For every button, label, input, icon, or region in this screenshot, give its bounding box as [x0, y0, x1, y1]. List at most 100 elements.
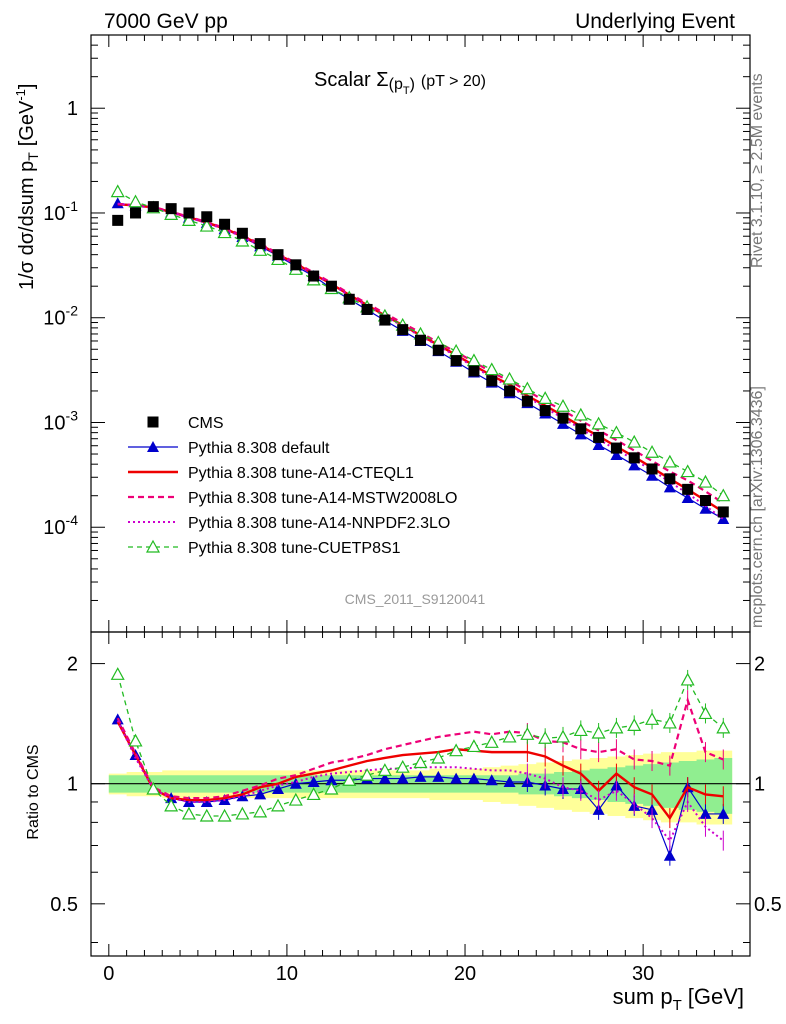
x-tick-label: 20: [454, 963, 476, 985]
ratio-point: [555, 729, 570, 743]
ratio-series-line: [116, 721, 724, 821]
ratio-point: [164, 798, 179, 812]
ratio-point: [484, 735, 499, 748]
main-point: [502, 371, 517, 385]
data-point: [557, 412, 569, 424]
data-point: [521, 395, 533, 407]
data-point: [397, 324, 409, 336]
ratio-point: [200, 795, 213, 807]
legend-label: Pythia 8.308 default: [188, 440, 330, 457]
ratio-point: [467, 772, 480, 784]
ratio-point: [414, 770, 427, 782]
data-point: [147, 201, 159, 213]
ratio-point: [662, 715, 677, 729]
main-y-axis-label: 1/σ dσ/dsum pT[GeV-1]: [13, 84, 41, 290]
main-y-tick-label: 10-3: [43, 407, 78, 434]
legend-marker: [147, 441, 159, 452]
data-point: [112, 214, 124, 226]
ratio-point: [110, 667, 125, 680]
main-point: [253, 243, 268, 256]
legend-label: Pythia 8.308 tune-A14-MSTW2008LO: [188, 490, 457, 507]
data-point: [254, 238, 266, 250]
ratio-point: [645, 712, 660, 725]
main-series: [110, 184, 731, 524]
ratio-point: [538, 730, 553, 744]
main-point: [484, 362, 499, 376]
ratio-point: [217, 808, 232, 822]
ratio-point: [449, 743, 464, 757]
plot-title: Scalar Σ(pT) (pT > 20): [314, 69, 486, 97]
data-point: [325, 280, 337, 292]
x-tick-label: 30: [632, 963, 654, 985]
main-point: [662, 454, 677, 468]
ratio-point: [663, 849, 676, 861]
main-point: [449, 343, 464, 357]
ratio-point: [272, 782, 285, 794]
data-point: [646, 463, 658, 475]
ratio-point: [253, 804, 268, 818]
data-point: [593, 431, 605, 443]
ratio-point: [307, 775, 320, 787]
ratio-point: [289, 777, 302, 789]
data-point: [504, 385, 516, 397]
ratio-point: [716, 720, 731, 734]
main-point: [680, 464, 695, 478]
data-point: [575, 423, 587, 435]
legend-label: Pythia 8.308 tune-A14-NNPDF2.3LO: [188, 515, 450, 532]
main-point: [717, 512, 730, 524]
main-point: [555, 398, 570, 412]
data-point: [539, 405, 551, 417]
ratio-y-axis-label: Ratio to CMS: [25, 744, 42, 839]
main-point: [520, 381, 535, 395]
ratio-point: [503, 775, 516, 787]
ratio-point: [450, 772, 463, 784]
main-point: [610, 448, 623, 460]
main-point: [111, 197, 124, 209]
data-point: [361, 303, 373, 315]
data-point: [610, 442, 622, 454]
ratio-point: [717, 807, 730, 819]
ratio-point: [324, 781, 339, 795]
ratio-point: [199, 808, 214, 822]
main-point: [698, 474, 713, 488]
ratio-point: [236, 790, 249, 802]
data-point: [219, 218, 231, 230]
ratio-panel-frame: [90, 631, 751, 957]
data-point: [450, 355, 462, 367]
data-point: [717, 506, 729, 518]
data-point: [236, 227, 248, 239]
ratio-point: [466, 739, 481, 753]
ratio-point: [680, 672, 695, 686]
data-point: [415, 334, 426, 346]
ratio-point: [485, 774, 498, 786]
data-point: [272, 249, 284, 261]
data-point: [486, 375, 498, 387]
legend-label: Pythia 8.308 tune-A14-CTEQL1: [188, 465, 414, 482]
ratio-point: [627, 718, 642, 732]
x-tick-label: 0: [103, 963, 114, 985]
data-point: [699, 495, 711, 507]
ratio-point: [395, 759, 410, 773]
main-point: [646, 469, 659, 481]
ratio-point: [609, 720, 624, 734]
x-tick-label: 10: [276, 963, 298, 985]
ratio-point: [378, 772, 391, 784]
main-point: [591, 416, 606, 430]
ratio-y-tick-label-right: 1: [754, 774, 765, 796]
ratio-point: [235, 806, 250, 820]
ratio-y-tick-label: 0.5: [50, 894, 78, 916]
ratio-series-line: [117, 674, 724, 817]
main-point: [627, 434, 642, 448]
legend: CMS Pythia 8.308 default Pythia 8.308 tune…: [128, 415, 457, 557]
ratio-point: [360, 768, 375, 781]
data-point: [628, 452, 640, 464]
main-point: [645, 444, 660, 458]
data-point: [664, 473, 676, 485]
legend-marker: [147, 416, 159, 428]
legend-label: CMS: [188, 415, 224, 432]
data-point: [201, 211, 213, 223]
main-point: [181, 213, 196, 226]
data-point: [468, 365, 480, 377]
main-y-tick-label: 10-1: [43, 198, 78, 225]
